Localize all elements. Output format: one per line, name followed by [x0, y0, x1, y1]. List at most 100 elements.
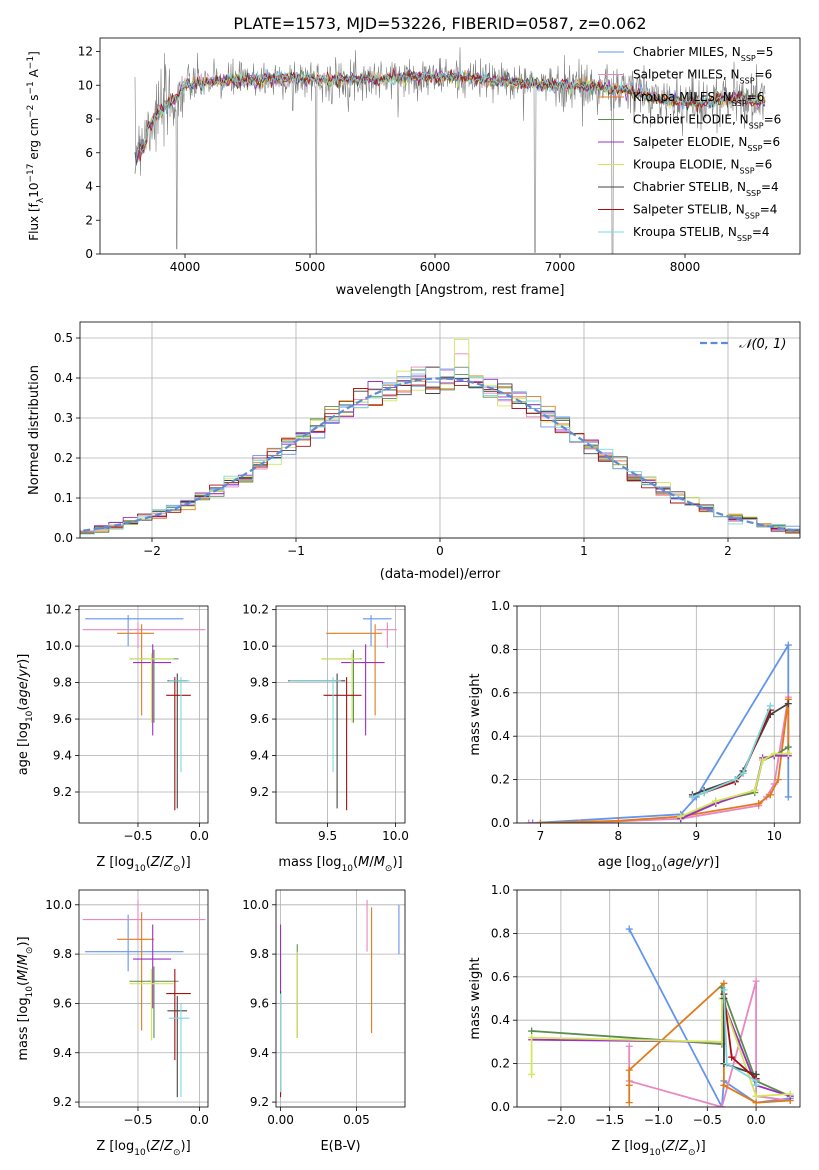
legend-sub: SSP — [749, 121, 764, 130]
legend-sub: SSP — [741, 54, 756, 63]
weight-marker — [755, 799, 763, 807]
weight-marker — [774, 776, 782, 784]
legend-sub: SSP — [747, 144, 762, 153]
y-tick-label: 9.2 — [250, 1095, 269, 1109]
label-part: ( — [16, 706, 31, 711]
label-part: / — [675, 1139, 680, 1154]
model-spectrum-line — [139, 70, 766, 153]
age-vs-Z-panel: −0.5 0.09.29.49.69.810.010.2Z [log10(Z/Z⊙… — [16, 603, 209, 874]
label-part: / — [369, 855, 374, 870]
y-tick-label: 0.2 — [491, 1057, 510, 1071]
weight-marker — [677, 812, 685, 820]
label-part: −2 — [26, 105, 36, 118]
weight-marker — [529, 819, 537, 823]
y-tick-label: 0.5 — [54, 331, 73, 345]
y-tick-label: 10.0 — [242, 639, 269, 653]
legend-sub: SSP — [737, 234, 752, 243]
label-part: M — [16, 954, 31, 965]
label-part: 10 — [27, 183, 41, 198]
label-part: ⊙ — [173, 1148, 181, 1158]
x-axis-label: wavelength [Angstrom, rest frame] — [336, 283, 565, 298]
axes-frame — [516, 889, 801, 1108]
legend-entry: Kroupa ELODIE, NSSP=6 — [633, 158, 772, 176]
label-part: ⊙ — [385, 864, 393, 874]
label-part: Z — [678, 1139, 689, 1154]
mass-vs-EBV-panel: 0.00 0.05 9.2 9.4 9.6 9.8 10.0 E(B-V) — [242, 889, 406, 1154]
legend-text: Salpeter STELIB, N — [633, 203, 745, 217]
plot-area — [528, 925, 794, 1107]
weight-marker — [712, 797, 720, 805]
y-tick-label: 6 — [85, 146, 93, 160]
label-part: M — [374, 855, 385, 870]
label-part: )] — [709, 855, 719, 870]
weight-series-line — [628, 928, 791, 1107]
weight-marker — [728, 1053, 736, 1061]
weight-marker — [766, 702, 774, 710]
y-axis-label: Flux [fλ10−17 erg cm−2 s−1 A−1] — [26, 51, 46, 241]
legend-entry: Salpeter ELODIE, NSSP=6 — [633, 135, 780, 153]
x-tick-label: 0.00 — [267, 1113, 294, 1127]
y-tick-label: 0.0 — [54, 531, 73, 545]
label-part: Z [log — [96, 855, 134, 870]
weight-marker — [625, 1042, 633, 1050]
x-axis-label: age [log10(age/yr)] — [598, 855, 720, 874]
y-tick-label: 0.1 — [54, 491, 73, 505]
x-tick-label: 6000 — [420, 260, 451, 274]
weight-marker — [720, 979, 728, 987]
legend-entry: Kroupa MILES, NSSP=6 — [633, 90, 764, 108]
y-tick-label: 9.4 — [53, 1046, 72, 1060]
legend-text: Chabrier STELIB, N — [633, 180, 746, 194]
y-tick-label: 9.8 — [53, 947, 72, 961]
x-tick-label: 2 — [724, 544, 732, 558]
x-tick-label: 0.0 — [190, 1113, 209, 1127]
label-part: / — [692, 855, 697, 870]
axes-frame — [99, 37, 801, 255]
label-part: −1 — [26, 81, 36, 94]
legend-entry: Chabrier ELODIE, NSSP=6 — [633, 113, 781, 131]
plot-area — [82, 615, 206, 811]
weight-marker — [766, 791, 774, 799]
label-part: Z — [150, 855, 161, 870]
label-part: −1 — [26, 56, 36, 69]
axes-frame — [275, 889, 406, 1108]
x-axis-label: E(B-V) — [320, 1139, 360, 1154]
label-part: 10 — [134, 864, 146, 874]
label-part: / — [16, 965, 31, 970]
weight-marker — [720, 986, 728, 994]
y-axis-label: mass weight — [468, 957, 483, 1039]
x-tick-label: 8000 — [670, 260, 701, 274]
x-tick-label: −1.0 — [644, 1113, 673, 1127]
plot-area — [288, 615, 397, 811]
y-tick-label: 0.0 — [491, 1100, 510, 1114]
residuals-panel: −2 −1 0 1 2 0.0 0.1 0.2 0.3 0.4 0.5 (data-model)/er… — [27, 321, 801, 582]
weight-marker — [752, 1081, 760, 1089]
label-part: )] — [181, 855, 191, 870]
legend-sub: SSP — [732, 99, 747, 108]
plot-area — [525, 641, 792, 823]
weight-marker — [784, 700, 792, 708]
weight-series-line — [530, 997, 791, 1098]
legend-text: Salpeter MILES, N — [633, 68, 740, 82]
weight-marker — [575, 819, 583, 823]
legend-text: Salpeter ELODIE, N — [633, 135, 747, 149]
y-tick-label: 0.6 — [491, 970, 510, 984]
normal-curve — [80, 377, 800, 533]
label-part: Flux [f — [27, 202, 41, 240]
label-part: λ — [36, 197, 46, 203]
weight-marker — [528, 1070, 536, 1078]
y-tick-label: 9.8 — [250, 676, 269, 690]
y-tick-label: 0.4 — [54, 371, 73, 385]
weight-series-line — [532, 644, 790, 823]
figure-title: PLATE=1573, MJD=53226, FIBERID=0587, z=0… — [233, 14, 646, 33]
y-tick-label: 0 — [85, 247, 93, 261]
x-tick-label: 9 — [692, 829, 700, 843]
legend-sub: SSP — [746, 189, 761, 198]
x-tick-label: 9.5 — [318, 829, 337, 843]
legend-text: Kroupa STELIB, N — [633, 225, 737, 239]
axes-frame — [78, 605, 209, 824]
axes-frame — [79, 321, 801, 539]
y-tick-label: 0.8 — [491, 642, 510, 656]
label-part: 10 — [25, 986, 35, 998]
label-part: ( — [146, 1139, 151, 1154]
label-part: Z — [163, 1139, 174, 1154]
